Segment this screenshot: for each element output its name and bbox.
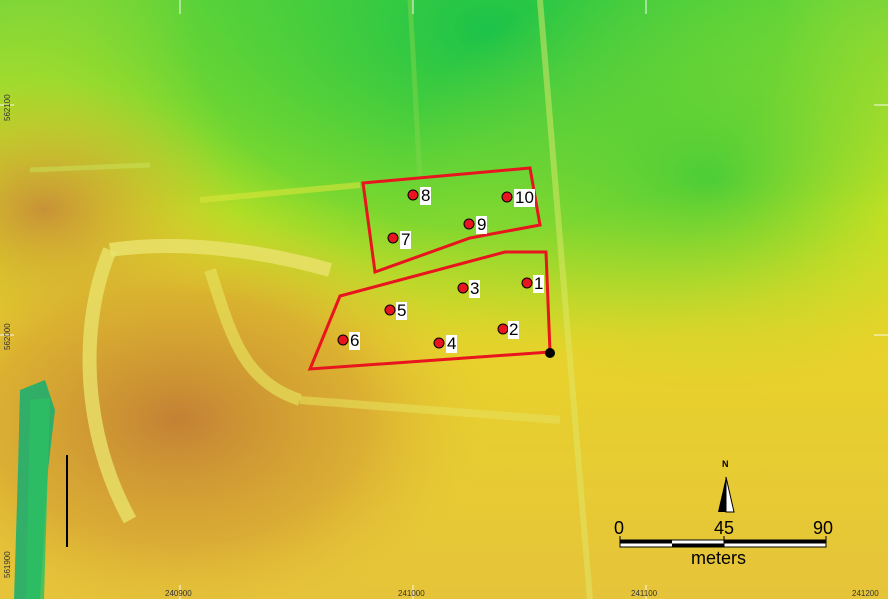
x-tick-label: 241100 — [631, 589, 658, 598]
field-boundary-south[interactable] — [307, 250, 552, 371]
sample-point-1[interactable] — [521, 277, 533, 289]
sample-points — [337, 189, 555, 358]
y-tick-label: 561900 — [3, 551, 12, 578]
sample-point-4[interactable] — [433, 337, 445, 349]
x-tick-label: 241000 — [398, 589, 425, 598]
scale-label-90: 90 — [813, 518, 834, 538]
field-boundary-north[interactable] — [361, 166, 542, 275]
point-label-4: 4 — [446, 334, 458, 353]
sample-point-8[interactable] — [407, 189, 419, 201]
point-label-10: 10 — [514, 188, 535, 207]
reference-point[interactable] — [545, 348, 555, 358]
point-label-7: 7 — [400, 230, 412, 249]
sample-point-2[interactable] — [497, 323, 509, 335]
y-tick-label: 562000 — [3, 323, 12, 350]
scale-label-0: 0 — [614, 518, 625, 538]
point-label-3: 3 — [469, 279, 481, 298]
scale-unit: meters — [691, 548, 747, 568]
sample-point-9[interactable] — [463, 218, 475, 230]
point-label-8: 8 — [420, 186, 432, 205]
point-label-5: 5 — [396, 301, 408, 320]
sample-point-7[interactable] — [387, 232, 399, 244]
sample-point-3[interactable] — [457, 282, 469, 294]
scale-label-45: 45 — [714, 518, 735, 538]
north-arrow-icon — [718, 476, 735, 513]
north-label: N — [722, 459, 729, 469]
sample-point-6[interactable] — [337, 334, 349, 346]
point-label-1: 1 — [533, 274, 545, 293]
sample-point-10[interactable] — [501, 191, 513, 203]
point-label-2: 2 — [508, 320, 520, 339]
scale-bar — [619, 536, 827, 548]
x-tick-label: 241200 — [852, 589, 879, 598]
sample-point-5[interactable] — [384, 304, 396, 316]
point-label-6: 6 — [349, 331, 361, 350]
point-label-9: 9 — [476, 215, 488, 234]
x-tick-label: 240900 — [165, 589, 192, 598]
y-tick-label: 562100 — [3, 94, 12, 121]
